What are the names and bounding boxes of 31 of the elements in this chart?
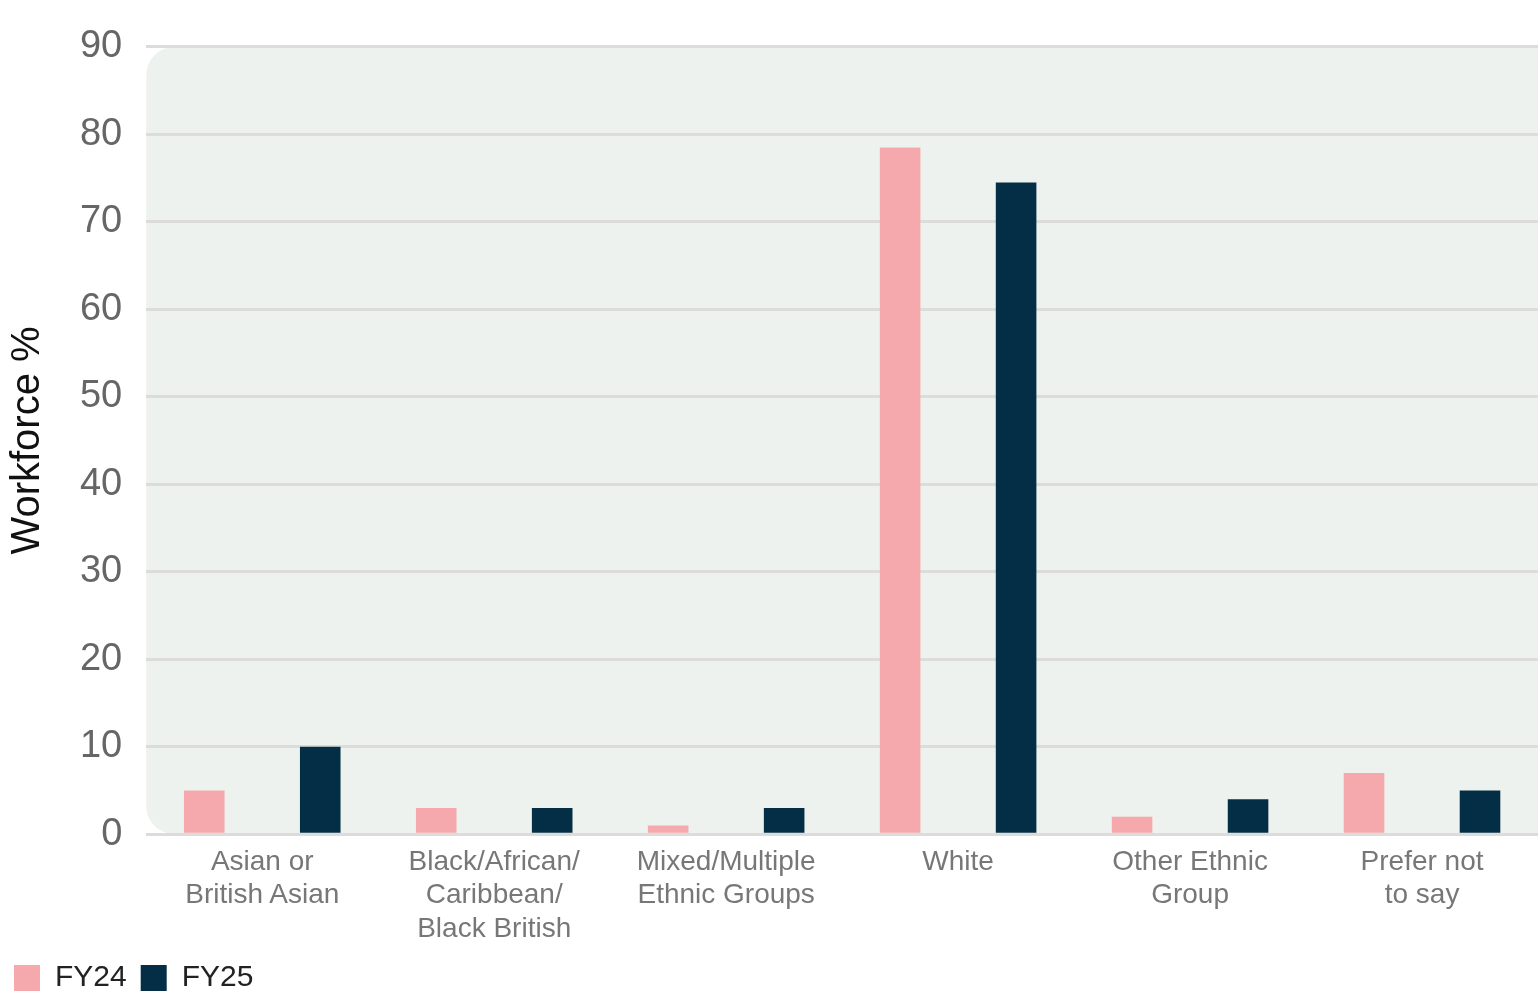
bar: [1111, 816, 1153, 833]
y-tick-label: 70: [79, 198, 123, 241]
y-tick-label: 10: [79, 723, 123, 766]
bar: [1343, 772, 1385, 833]
y-tick-label: 20: [79, 635, 123, 678]
x-tick-label: Black/African/ Caribbean/ Black British: [408, 844, 581, 943]
legend-label: FY24: [55, 959, 127, 993]
legend-label: FY25: [181, 959, 254, 993]
y-tick-label: 40: [79, 460, 123, 503]
y-tick-label: 80: [79, 110, 123, 153]
bar: [879, 147, 921, 833]
y-tick-label: 0: [101, 810, 123, 853]
bar: [415, 807, 457, 833]
bar: [1459, 790, 1501, 833]
bar: [647, 825, 689, 833]
bar: [763, 807, 805, 833]
x-tick-label: Other Ethnic Group: [1112, 844, 1268, 910]
x-tick-label: Mixed/Multiple Ethnic Groups: [636, 844, 816, 910]
y-tick-label: 50: [79, 373, 123, 416]
x-tick-label: Prefer not to say: [1360, 844, 1484, 910]
y-tick-label: 30: [79, 548, 123, 591]
bar: [995, 182, 1037, 833]
y-tick-label: 60: [79, 285, 123, 328]
bar: [299, 746, 341, 833]
y-axis-title: Workforce %: [3, 326, 48, 555]
bar: [183, 790, 225, 833]
bar: [1227, 799, 1269, 833]
y-tick-label: 90: [79, 23, 123, 66]
bar: [531, 807, 573, 833]
x-tick-label: Asian or British Asian: [185, 844, 340, 910]
x-tick-label: White: [922, 844, 994, 876]
